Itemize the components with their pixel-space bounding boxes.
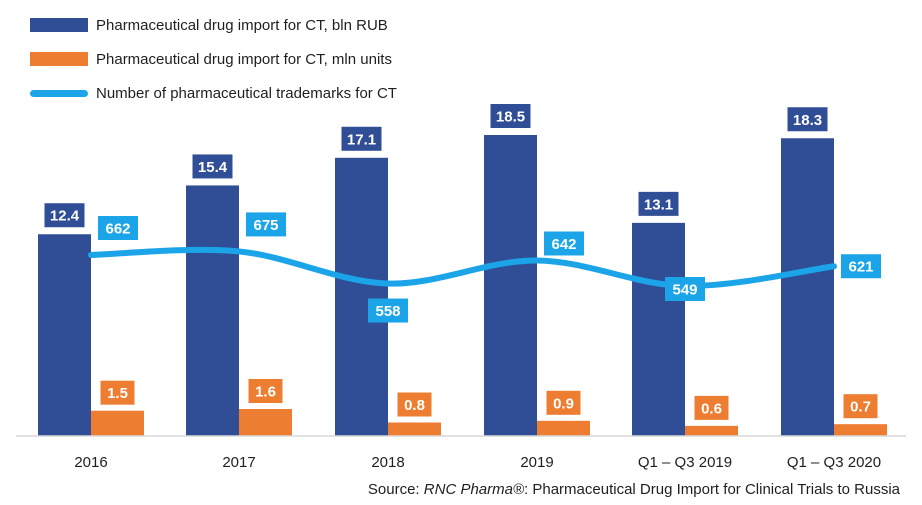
label-trademarks-2-text: 558 bbox=[375, 303, 400, 320]
label-units-4: 0.6 bbox=[694, 395, 729, 420]
label-trademarks-2-box bbox=[368, 298, 408, 323]
label-trademarks-3-text: 642 bbox=[551, 236, 576, 253]
label-units-2: 0.8 bbox=[397, 392, 432, 417]
label-units-1: 1.6 bbox=[248, 379, 283, 403]
x-tick-0: 2016 bbox=[74, 454, 107, 471]
bar-units-1 bbox=[239, 409, 292, 436]
legend-swatch-rub bbox=[30, 18, 88, 32]
label-rub-4: 13.1 bbox=[638, 191, 679, 216]
label-rub-0-box bbox=[44, 203, 85, 228]
label-rub-3-text: 18.5 bbox=[496, 109, 525, 126]
label-trademarks-0-text: 662 bbox=[105, 221, 130, 238]
label-rub-0-text: 12.4 bbox=[50, 208, 80, 225]
label-units-2-box bbox=[397, 392, 432, 417]
label-units-2-text: 0.8 bbox=[404, 397, 425, 414]
label-trademarks-1-box bbox=[246, 212, 286, 237]
label-rub-2: 17.1 bbox=[341, 126, 382, 151]
bar-units-2 bbox=[388, 422, 441, 436]
label-units-3-text: 0.9 bbox=[553, 395, 574, 412]
label-rub-2-text: 17.1 bbox=[347, 131, 376, 148]
label-units-0: 1.5 bbox=[100, 380, 135, 405]
label-trademarks-0-box bbox=[98, 216, 138, 240]
bar-rub-4 bbox=[632, 222, 685, 436]
legend-label-rub: Pharmaceutical drug import for CT, bln R… bbox=[96, 16, 388, 34]
x-tick-3: 2019 bbox=[520, 454, 553, 471]
label-rub-1: 15.4 bbox=[192, 154, 233, 179]
bar-units-5 bbox=[834, 424, 887, 436]
series-bars-units bbox=[91, 409, 887, 436]
label-trademarks-0: 662 bbox=[98, 216, 138, 240]
label-rub-4-box bbox=[638, 191, 679, 216]
legend: Pharmaceutical drug import for CT, bln R… bbox=[30, 8, 397, 110]
bar-rub-2 bbox=[335, 157, 388, 436]
legend-swatch-trademarks bbox=[30, 89, 88, 97]
source-prefix: Source: bbox=[367, 481, 424, 498]
series-bars-rub bbox=[38, 135, 834, 436]
source-note: Source: RNC Pharma®: Pharmaceutical Drug… bbox=[368, 481, 900, 498]
bar-rub-3 bbox=[484, 135, 537, 436]
bar-rub-5 bbox=[781, 138, 834, 436]
legend-swatch-units bbox=[30, 52, 88, 66]
bar-rub-1 bbox=[186, 185, 239, 436]
label-units-5-text: 0.7 bbox=[850, 399, 871, 416]
label-trademarks-5-text: 621 bbox=[848, 259, 873, 276]
label-units-4-box bbox=[694, 395, 729, 420]
label-trademarks-4: 549 bbox=[665, 277, 705, 301]
bar-rub-0 bbox=[38, 234, 91, 436]
label-units-4-text: 0.6 bbox=[701, 400, 722, 417]
label-trademarks-4-text: 549 bbox=[672, 282, 697, 299]
label-trademarks-5: 621 bbox=[841, 254, 881, 279]
label-units-3: 0.9 bbox=[546, 390, 581, 415]
source-suffix: : Pharmaceutical Drug Import for Clinica… bbox=[524, 481, 900, 498]
label-rub-3: 18.5 bbox=[490, 104, 531, 128]
x-tick-2: 2018 bbox=[371, 454, 404, 471]
x-tick-1: 2017 bbox=[222, 454, 255, 471]
legend-item-rub: Pharmaceutical drug import for CT, bln R… bbox=[30, 8, 397, 42]
label-trademarks-1: 675 bbox=[246, 212, 286, 237]
label-units-5-box bbox=[843, 394, 878, 419]
x-tick-5: Q1 – Q3 2020 bbox=[787, 454, 881, 471]
label-rub-1-text: 15.4 bbox=[198, 159, 228, 176]
label-trademarks-3: 642 bbox=[544, 231, 584, 256]
x-tick-4: Q1 – Q3 2019 bbox=[638, 454, 732, 471]
label-rub-2-box bbox=[341, 126, 382, 151]
label-units-0-text: 1.5 bbox=[107, 385, 128, 402]
x-axis-ticks: 2016 2017 2018 2019 Q1 – Q3 2019 Q1 – Q3 2020 bbox=[74, 454, 881, 471]
legend-item-units: Pharmaceutical drug import for CT, mln u… bbox=[30, 42, 397, 76]
legend-label-trademarks: Number of pharmaceutical trademarks for … bbox=[96, 84, 397, 102]
label-units-1-box bbox=[248, 379, 283, 403]
label-rub-3-box bbox=[490, 104, 531, 128]
label-units-0-box bbox=[100, 380, 135, 405]
label-trademarks-4-box bbox=[665, 277, 705, 301]
source-brand: RNC Pharma® bbox=[423, 481, 525, 498]
label-trademarks-1-text: 675 bbox=[253, 217, 278, 234]
bar-units-0 bbox=[91, 410, 144, 436]
label-rub-1-box bbox=[192, 154, 233, 179]
bar-units-3 bbox=[537, 420, 590, 436]
label-units-3-box bbox=[546, 390, 581, 415]
label-rub-5-box bbox=[787, 107, 828, 132]
label-units-1-text: 1.6 bbox=[255, 384, 276, 401]
legend-label-units: Pharmaceutical drug import for CT, mln u… bbox=[96, 50, 392, 68]
label-trademarks-3-box bbox=[544, 231, 584, 256]
label-trademarks-2: 558 bbox=[368, 298, 408, 323]
label-rub-5: 18.3 bbox=[787, 107, 828, 132]
label-rub-0: 12.4 bbox=[44, 203, 85, 228]
legend-item-trademarks: Number of pharmaceutical trademarks for … bbox=[30, 76, 397, 110]
label-units-5: 0.7 bbox=[843, 394, 878, 419]
label-trademarks-5-box bbox=[841, 254, 881, 279]
label-rub-5-text: 18.3 bbox=[793, 112, 822, 129]
label-rub-4-text: 13.1 bbox=[644, 196, 673, 213]
bar-units-4 bbox=[685, 425, 738, 436]
data-labels: 12.4 1.5 15.4 1.6 17.1 0.8 18.5 0.9 13.1 0.6 18.3 0… bbox=[44, 104, 881, 420]
